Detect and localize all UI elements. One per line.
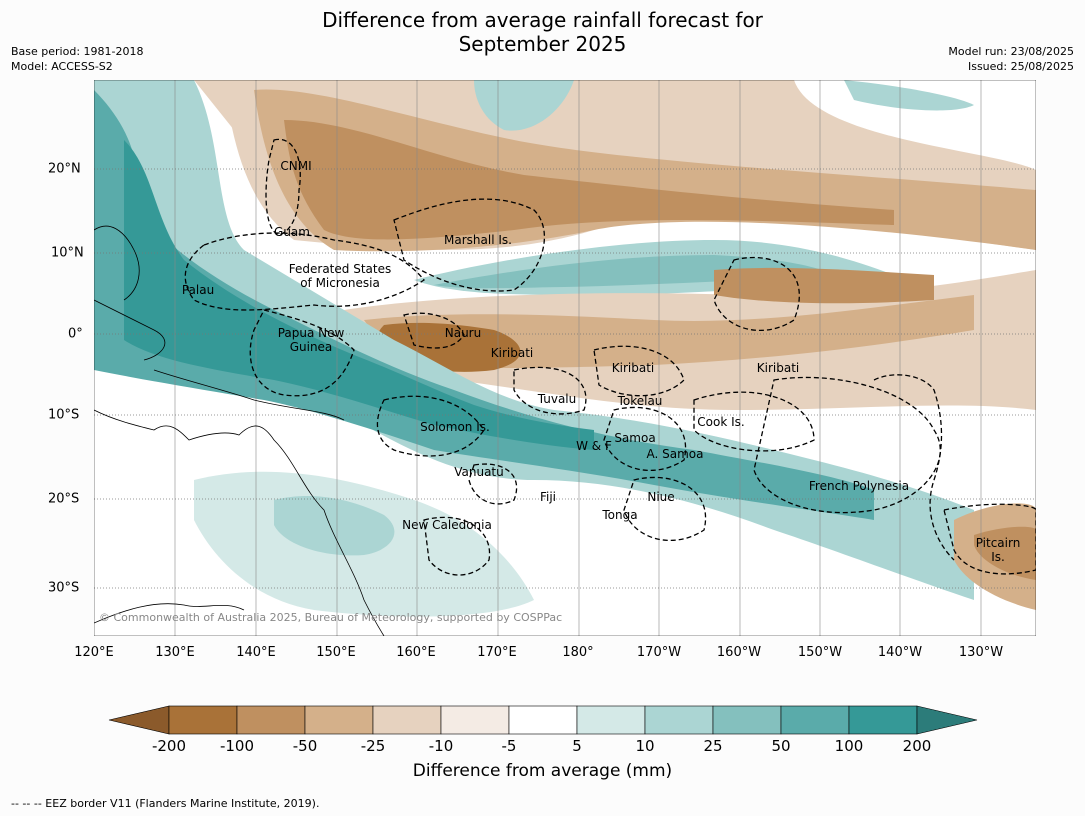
meta-right: Model run: 23/08/2025 Issued: 25/08/2025 <box>948 44 1074 74</box>
colorbar-segment <box>236 705 306 735</box>
region-label: A. Samoa <box>647 447 704 461</box>
colorbar-segment <box>576 705 646 735</box>
lon-label: 170°E <box>477 645 517 660</box>
lat-label: 20°S <box>48 491 80 507</box>
model-name: Model: ACCESS-S2 <box>11 60 113 73</box>
lat-label: 30°S <box>48 580 80 596</box>
colorbar-tick-label: -25 <box>360 737 386 755</box>
region-label: Guam <box>274 225 310 239</box>
colorbar-tick-label: -5 <box>501 737 517 755</box>
region-label: Cook Is. <box>697 415 744 429</box>
region-label: Marshall Is. <box>444 233 512 247</box>
colorbar-segment <box>168 705 238 735</box>
region-label: of Micronesia <box>300 276 380 290</box>
issued-date: Issued: 25/08/2025 <box>967 60 1074 73</box>
meta-left: Base period: 1981-2018 Model: ACCESS-S2 <box>11 44 143 74</box>
colorbar-tick-label: -50 <box>292 737 318 755</box>
region-label: Papua New <box>278 326 345 340</box>
latitude-lines <box>94 168 1036 589</box>
region-label: Solomon Is. <box>420 420 490 434</box>
colorbar-extend-low <box>108 705 170 735</box>
colorbar-tick-label: 10 <box>635 737 655 755</box>
region-label: Guinea <box>290 340 333 354</box>
colorbar-tick-label: 50 <box>771 737 791 755</box>
title-line-2: September 2025 <box>458 32 627 56</box>
region-label: Kiribati <box>757 361 799 375</box>
graticule <box>174 80 982 636</box>
region-label: Niue <box>647 490 674 504</box>
lon-label: 160°W <box>716 645 762 660</box>
region-label: New Caledonia <box>402 518 492 532</box>
region-label: Vanuatu <box>454 465 504 479</box>
colorbar-tick-label: -10 <box>428 737 454 755</box>
lon-label: 160°E <box>396 645 436 660</box>
colorbar-tick-label: 25 <box>703 737 723 755</box>
copyright-text: © Commonwealth of Australia 2025, Bureau… <box>99 611 562 624</box>
colorbar-segment <box>508 705 578 735</box>
lon-label: 180° <box>562 645 594 660</box>
lon-label: 130°W <box>958 645 1004 660</box>
region-label: Tonga <box>601 508 637 522</box>
region-label: Samoa <box>614 431 655 445</box>
lat-label: 10°N <box>51 245 84 261</box>
colorbar-segment <box>644 705 714 735</box>
region-labels: CNMI Guam Marshall Is. Federated States … <box>182 159 1020 564</box>
region-label: Pitcairn <box>976 536 1021 550</box>
region-label: Fiji <box>540 490 556 504</box>
lon-label: 130°E <box>155 645 195 660</box>
lat-label: 10°S <box>48 407 80 423</box>
title-line-1: Difference from average rainfall forecas… <box>322 8 763 32</box>
coastlines <box>94 225 385 636</box>
lon-label: 120°E <box>74 645 114 660</box>
colorbar-tick-label: 5 <box>572 737 582 755</box>
lon-label: 150°E <box>316 645 356 660</box>
anomaly-fields <box>94 80 1036 617</box>
colorbar-tick-label: 100 <box>834 737 864 755</box>
colorbar-tick-label: -100 <box>219 737 255 755</box>
model-run: Model run: 23/08/2025 <box>948 45 1074 58</box>
colorbar-segment <box>304 705 374 735</box>
eez-borders <box>184 138 1036 576</box>
lat-label: 20°N <box>48 161 81 177</box>
base-period: Base period: 1981-2018 <box>11 45 144 58</box>
colorbar-tick-label: -200 <box>151 737 187 755</box>
region-label: Tuvalu <box>537 392 577 406</box>
region-label: W & F <box>576 439 612 453</box>
rainfall-anomaly-map: CNMI Guam Marshall Is. Federated States … <box>94 80 1036 636</box>
colorbar-title: Difference from average (mm) <box>412 761 673 781</box>
colorbar-segment <box>848 705 918 735</box>
footnote: -- -- -- EEZ border V11 (Flanders Marine… <box>11 797 320 810</box>
region-label: Kiribati <box>491 346 533 360</box>
colorbar-segment <box>780 705 850 735</box>
region-label: CNMI <box>280 159 311 173</box>
lon-label: 140°W <box>877 645 923 660</box>
lon-label: 140°E <box>236 645 276 660</box>
region-label: Tokelau <box>617 394 663 408</box>
region-label: Nauru <box>445 326 481 340</box>
region-label: Federated States <box>289 262 391 276</box>
lon-label: 150°W <box>797 645 843 660</box>
map-title: Difference from average rainfall forecas… <box>0 8 1085 56</box>
colorbar <box>108 705 978 735</box>
colorbar-tick-label: 200 <box>902 737 932 755</box>
region-label: Kiribati <box>612 361 654 375</box>
colorbar-segment <box>372 705 442 735</box>
map-svg: CNMI Guam Marshall Is. Federated States … <box>94 80 1036 636</box>
lat-label: 0° <box>68 326 83 342</box>
lon-label: 170°W <box>636 645 682 660</box>
colorbar-segment <box>440 705 510 735</box>
colorbar-segment <box>712 705 782 735</box>
region-label: Is. <box>991 550 1005 564</box>
colorbar-extend-high <box>916 705 978 735</box>
region-label: Palau <box>182 283 214 297</box>
region-label: French Polynesia <box>809 479 909 493</box>
